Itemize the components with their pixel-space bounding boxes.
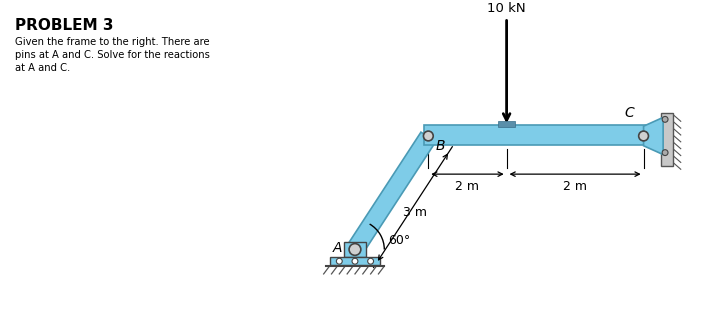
Circle shape: [352, 258, 358, 264]
Bar: [330, 257, 381, 265]
Text: at A and C.: at A and C.: [16, 63, 71, 73]
Text: Given the frame to the right. There are: Given the frame to the right. There are: [16, 37, 210, 47]
Text: 3 m: 3 m: [403, 206, 427, 219]
Text: PROBLEM 3: PROBLEM 3: [16, 18, 114, 33]
Bar: [424, 125, 662, 145]
Circle shape: [349, 244, 361, 255]
Circle shape: [424, 131, 433, 141]
Text: B: B: [435, 139, 445, 153]
Circle shape: [368, 258, 373, 264]
Bar: [662, 113, 673, 166]
Text: 10 kN: 10 kN: [487, 2, 526, 15]
Circle shape: [662, 150, 668, 155]
Text: pins at A and C. Solve for the reactions: pins at A and C. Solve for the reactions: [16, 50, 210, 60]
Text: C: C: [624, 106, 634, 120]
Circle shape: [639, 131, 649, 141]
Text: 60°: 60°: [388, 234, 410, 246]
Text: A: A: [333, 240, 342, 254]
Text: 2 m: 2 m: [455, 180, 479, 193]
Bar: [345, 242, 366, 257]
Circle shape: [336, 258, 342, 264]
Bar: [498, 121, 515, 127]
Text: 2 m: 2 m: [563, 180, 587, 193]
Polygon shape: [345, 132, 436, 258]
Polygon shape: [644, 118, 663, 155]
Circle shape: [662, 116, 668, 122]
